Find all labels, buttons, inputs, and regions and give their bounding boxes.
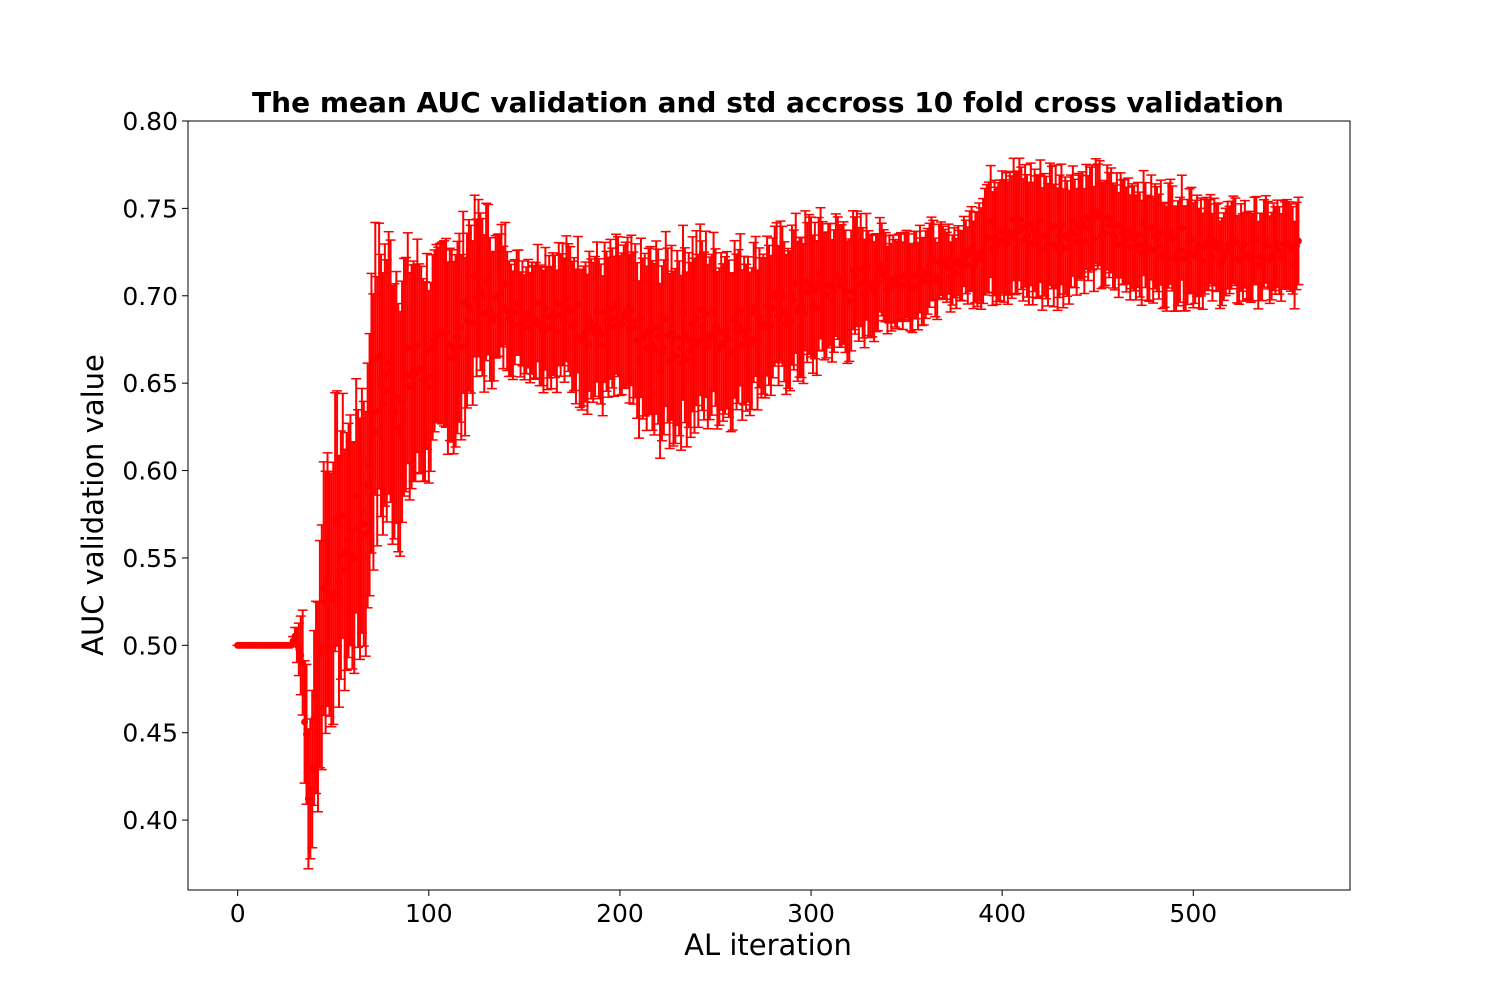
x-tick-label: 200 bbox=[596, 899, 644, 928]
x-tick-label: 500 bbox=[1169, 899, 1217, 928]
y-tick-label: 0.45 bbox=[122, 719, 178, 748]
x-axis-label: AL iteration bbox=[684, 928, 852, 962]
y-tick-label: 0.80 bbox=[122, 107, 178, 136]
y-tick-label: 0.60 bbox=[122, 457, 178, 486]
y-tick-label: 0.75 bbox=[122, 194, 178, 223]
x-axis-ticks: 0 100 200 300 400 500 bbox=[230, 890, 1217, 928]
y-tick-label: 0.70 bbox=[122, 282, 178, 311]
x-tick-label: 0 bbox=[230, 899, 246, 928]
y-tick-label: 0.65 bbox=[122, 369, 178, 398]
x-tick-label: 300 bbox=[787, 899, 835, 928]
y-tick-label: 0.40 bbox=[122, 806, 178, 835]
y-tick-label: 0.50 bbox=[122, 631, 178, 660]
x-tick-label: 400 bbox=[978, 899, 1026, 928]
y-tick-label: 0.55 bbox=[122, 544, 178, 573]
y-axis-ticks: 0.40 0.45 0.50 0.55 0.60 0.65 0.70 0.75 0.80 bbox=[122, 107, 188, 835]
axes-frame bbox=[187, 120, 1351, 891]
plot-area bbox=[232, 157, 1304, 870]
mean-point bbox=[1294, 237, 1302, 245]
y-axis-label: AUC validation value bbox=[76, 354, 110, 656]
x-tick-label: 100 bbox=[405, 899, 453, 928]
chart-title: The mean AUC validation and std accross … bbox=[252, 86, 1284, 119]
